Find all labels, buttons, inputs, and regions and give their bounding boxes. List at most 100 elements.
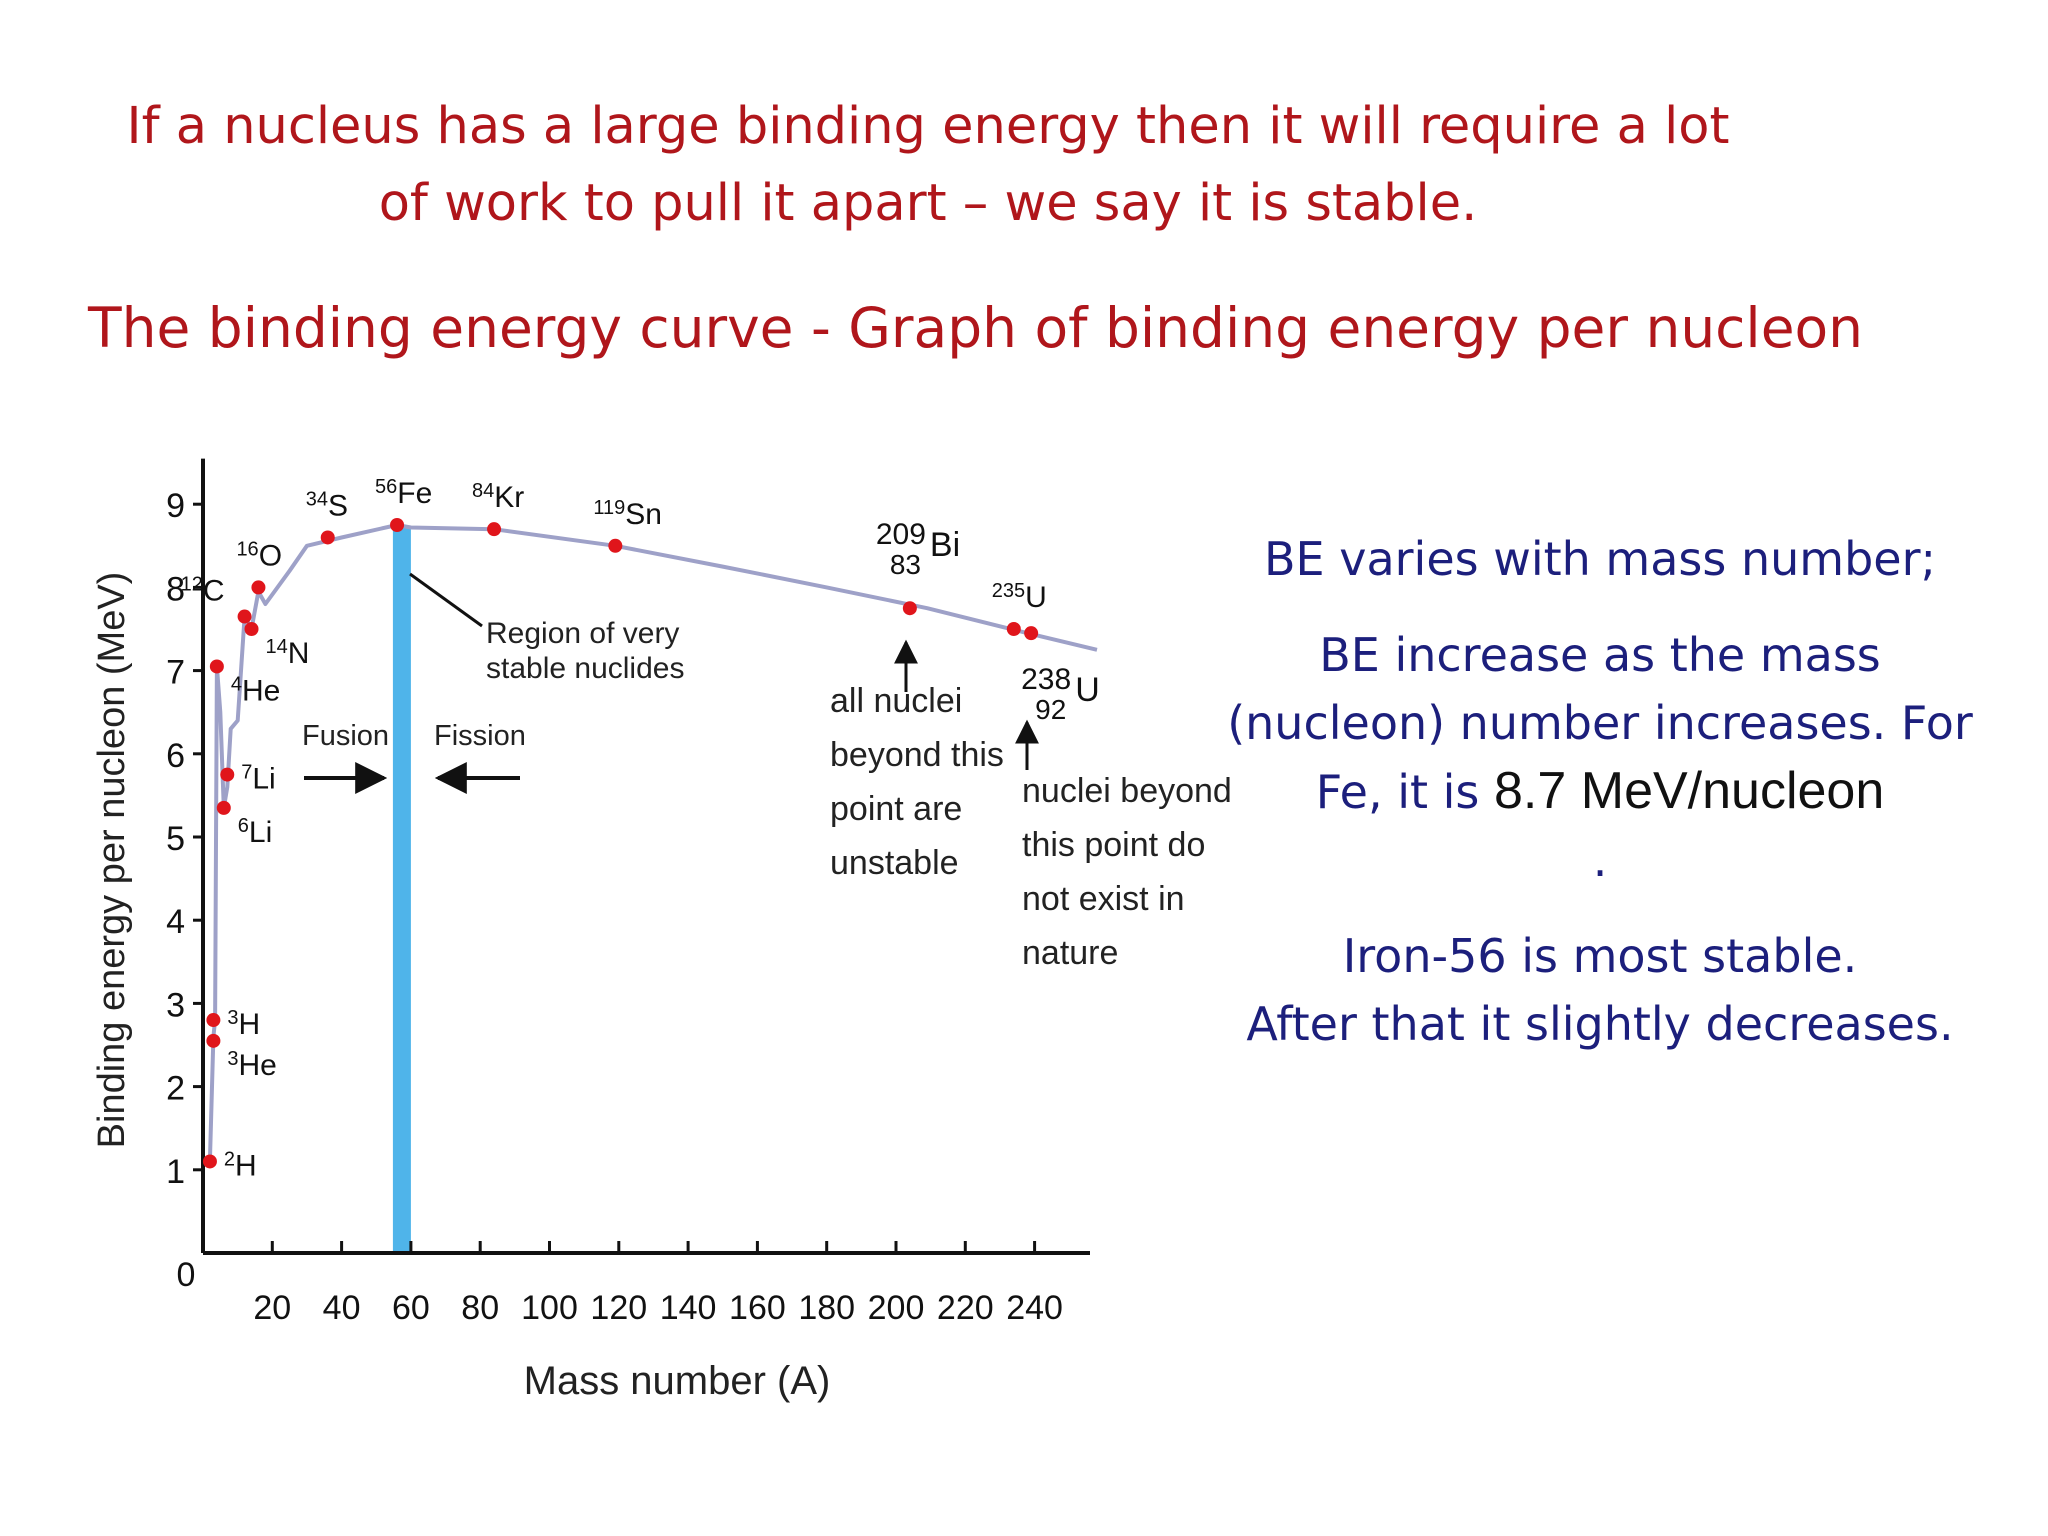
x-tick-label-180: 180: [798, 1289, 855, 1327]
label-6Li: 6Li: [238, 815, 272, 849]
label-atomic-209Bi: 83: [890, 549, 921, 580]
label-7Li: 7Li: [241, 762, 275, 796]
label-symbol-16O: O: [259, 539, 282, 572]
x-tick-label-40: 40: [323, 1289, 361, 1327]
intro-line-2: of work to pull it apart – we say it is …: [378, 174, 1478, 233]
x-tick-label-80: 80: [461, 1289, 499, 1327]
point-3He: [206, 1033, 221, 1048]
label-119Sn: 119Sn: [593, 497, 662, 531]
x-tick-label-220: 220: [937, 1289, 994, 1327]
point-209Bi: [902, 601, 917, 616]
side-note-3-line-1: Iron-56 is most stable.: [1342, 929, 1858, 983]
label-4He: 4He: [231, 673, 280, 707]
x-tick-label-160: 160: [729, 1289, 786, 1327]
intro-text: If a nucleus has a large binding energy …: [0, 88, 1856, 242]
bi-note-line-1: all nuclei: [830, 682, 962, 720]
label-mass-4He: 4: [231, 673, 242, 695]
label-mass-6Li: 6: [238, 815, 249, 837]
label-mass-209Bi: 209: [876, 518, 926, 551]
y-tick-label-7: 7: [166, 654, 185, 692]
x-tick-label-120: 120: [590, 1289, 647, 1327]
annotation-layer: all nuclei beyond this point are unstable nu…: [304, 572, 1232, 972]
point-4He: [209, 659, 224, 674]
point-14N: [244, 622, 259, 636]
label-mass-14N: 14: [266, 636, 288, 658]
label-symbol-3He: He: [239, 1049, 277, 1082]
x-tick-label-20: 20: [253, 1289, 291, 1327]
point-34S: [320, 530, 335, 545]
label-14N: 14N: [266, 636, 310, 670]
label-mass-7Li: 7: [241, 762, 252, 784]
side-note-3-line-2: After that it slightly decreases.: [1246, 997, 1954, 1051]
label-symbol-34S: S: [328, 489, 348, 522]
label-34S: 34S: [306, 488, 348, 522]
label-235U: 235U: [992, 580, 1047, 614]
point-7Li: [220, 767, 235, 782]
x-tick-label-240: 240: [1006, 1289, 1063, 1327]
label-mass-84Kr: 84: [472, 480, 494, 502]
region-label-line-2: stable nuclides: [486, 652, 684, 685]
x-tick-label-200: 200: [868, 1289, 925, 1327]
label-symbol-235U: U: [1025, 581, 1047, 614]
label-symbol-119Sn: Sn: [625, 498, 662, 531]
y-tick-label-1: 1: [166, 1153, 185, 1191]
y-tick-label-4: 4: [166, 903, 185, 941]
origin-label: 0: [177, 1256, 196, 1294]
label-mass-2H: 2: [224, 1148, 235, 1170]
bi-note-line-4: unstable: [830, 844, 959, 882]
label-symbol-209Bi: Bi: [930, 526, 960, 564]
region-label-line-1: Region of very: [486, 617, 679, 650]
point-2H: [202, 1154, 217, 1169]
point-16O: [251, 580, 266, 595]
label-3H: 3H: [227, 1007, 260, 1041]
label-mass-56Fe: 56: [375, 476, 397, 498]
fusion-label: Fusion: [302, 720, 389, 752]
label-mass-3H: 3: [227, 1007, 238, 1029]
bi-note-line-2: beyond this: [830, 736, 1004, 774]
label-16O: 16O: [236, 538, 282, 572]
point-6Li: [216, 800, 231, 815]
label-mass-119Sn: 119: [593, 497, 625, 519]
side-note-2-line-2: (nucleon) number increases. For: [1227, 696, 1973, 750]
point-3H: [206, 1013, 221, 1028]
side-notes: BE varies with mass number; BE increase …: [1210, 525, 1990, 1058]
label-mass-34S: 34: [306, 488, 328, 510]
u-note-line-3: not exist in: [1022, 880, 1185, 918]
label-mass-12C: 12: [181, 574, 203, 596]
region-pointer-line: [409, 572, 483, 628]
bi-note-line-3: point are: [830, 790, 962, 828]
x-tick-label-60: 60: [392, 1289, 430, 1327]
label-symbol-14N: N: [288, 637, 310, 670]
label-symbol-12C: C: [203, 575, 225, 608]
curve-layer: [207, 523, 1098, 1162]
x-axis-title: Mass number (A): [524, 1359, 831, 1403]
point-235U: [1006, 622, 1021, 636]
u-note-line-4: nature: [1022, 934, 1118, 972]
binding-energy-curve: [207, 523, 1098, 1162]
label-84Kr: 84Kr: [472, 480, 524, 514]
fe-value: 8.7 MeV/nucleon: [1494, 762, 1885, 820]
point-56Fe: [390, 518, 405, 532]
point-84Kr: [487, 522, 502, 537]
y-axis-title: Binding energy per nucleon (MeV): [91, 572, 133, 1149]
label-symbol-3H: H: [239, 1008, 261, 1041]
side-note-dot: .: [1592, 833, 1608, 887]
point-119Sn: [608, 538, 623, 553]
label-238U: 238 U: [1021, 663, 1100, 709]
y-tick-label-2: 2: [166, 1070, 185, 1108]
label-symbol-238U: U: [1075, 671, 1100, 709]
label-2H: 2H: [224, 1148, 257, 1182]
u-note-line-2: this point do: [1022, 826, 1205, 864]
x-tick-label-140: 140: [660, 1289, 717, 1327]
label-12C: 12C: [181, 574, 225, 608]
intro-line-1: If a nucleus has a large binding energy …: [126, 97, 1730, 156]
label-mass-16O: 16: [236, 538, 258, 560]
y-tick-label-6: 6: [166, 737, 185, 775]
label-symbol-2H: H: [235, 1149, 257, 1182]
fe-prefix: Fe, it is: [1315, 765, 1495, 819]
y-tick-label-5: 5: [166, 820, 185, 858]
label-mass-235U: 235: [992, 580, 1025, 602]
side-note-2-line-3: Fe, it is 8.7 MeV/nucleon: [1210, 757, 1990, 826]
